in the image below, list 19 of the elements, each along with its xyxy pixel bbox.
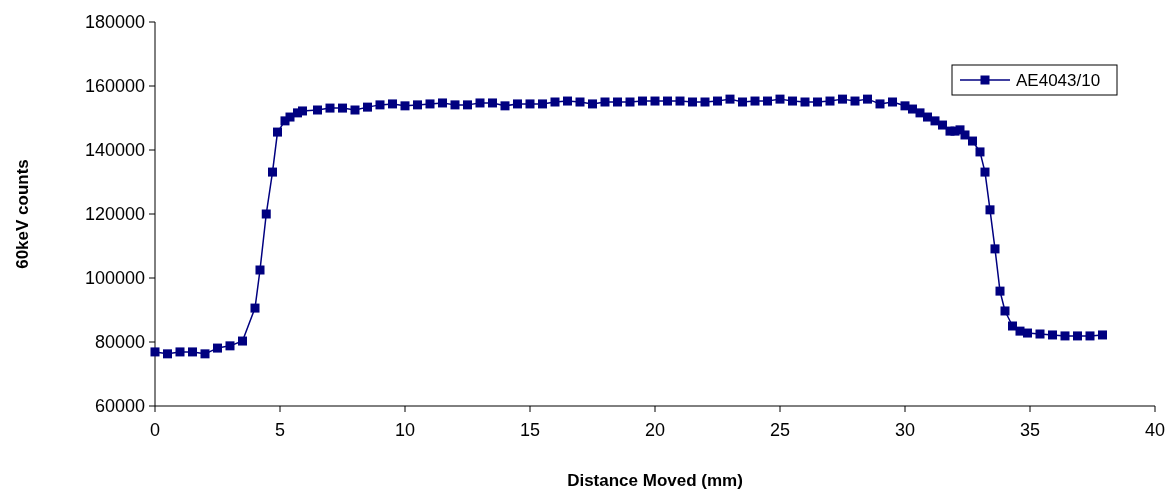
y-tick-label: 80000 (94, 332, 145, 353)
legend-label: AE4043/10 (1016, 70, 1101, 90)
y-tick-label: 120000 (84, 204, 145, 225)
y-tick-label: 180000 (84, 12, 145, 33)
y-axis-title: 60keV counts (13, 159, 32, 269)
x-tick-label: 30 (894, 420, 916, 440)
x-tick-label: 0 (149, 420, 161, 440)
x-tick-label: 20 (644, 420, 666, 440)
x-tick-label: 35 (1019, 420, 1041, 440)
y-tick-label: 140000 (84, 140, 145, 161)
y-tick-label: 60000 (94, 396, 145, 417)
x-tick-label: 15 (519, 420, 541, 440)
x-tick-label: 25 (769, 420, 791, 440)
x-axis-title: Distance Moved (mm) (567, 471, 743, 490)
x-tick-label: 10 (394, 420, 416, 440)
x-tick-label: 40 (1144, 420, 1166, 440)
y-tick-label: 160000 (84, 76, 145, 97)
y-tick-label: 100000 (84, 268, 145, 289)
x-tick-label: 5 (274, 420, 286, 440)
